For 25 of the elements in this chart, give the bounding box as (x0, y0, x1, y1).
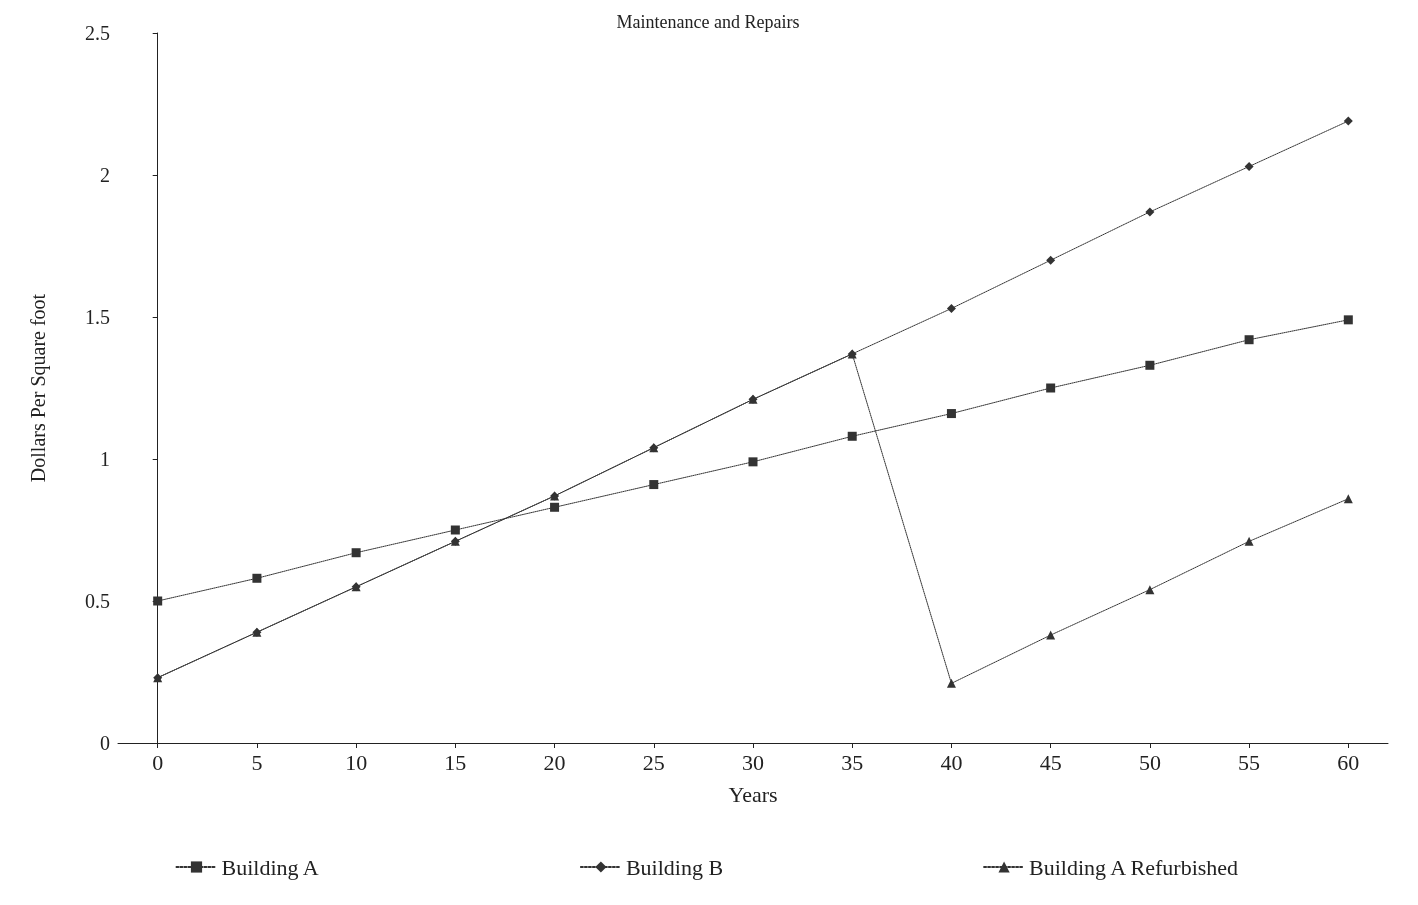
legend-label: Building A Refurbished (1029, 854, 1239, 880)
x-tick-label: 55 (1238, 749, 1261, 775)
y-tick-label: 2.5 (85, 22, 110, 44)
y-tick-label: 0.5 (85, 590, 110, 612)
y-tick-label: 0 (100, 732, 110, 754)
y-tick-label: 1.5 (85, 306, 110, 328)
x-tick-label: 45 (1039, 749, 1062, 775)
chart-title: Maintenance and Repairs (616, 12, 800, 32)
x-tick-label: 35 (841, 749, 864, 775)
x-tick-label: 0 (152, 749, 164, 775)
x-tick-label: 15 (444, 749, 467, 775)
x-tick-label: 50 (1138, 749, 1161, 775)
x-axis-title: Years (728, 781, 778, 807)
y-tick-label: 2 (100, 164, 110, 186)
legend-label: Building A (221, 854, 319, 880)
x-tick-label: 30 (742, 749, 764, 775)
x-tick-label: 10 (345, 749, 368, 775)
y-axis-title: Dollars Per Square foot (27, 293, 50, 483)
x-tick-label: 40 (940, 749, 963, 775)
legend-label: Building B (625, 854, 724, 880)
x-tick-label: 5 (251, 749, 263, 775)
x-tick-label: 60 (1337, 749, 1360, 775)
x-tick-label: 20 (543, 749, 566, 775)
x-tick-label: 25 (642, 749, 665, 775)
y-tick-label: 1 (100, 448, 110, 470)
